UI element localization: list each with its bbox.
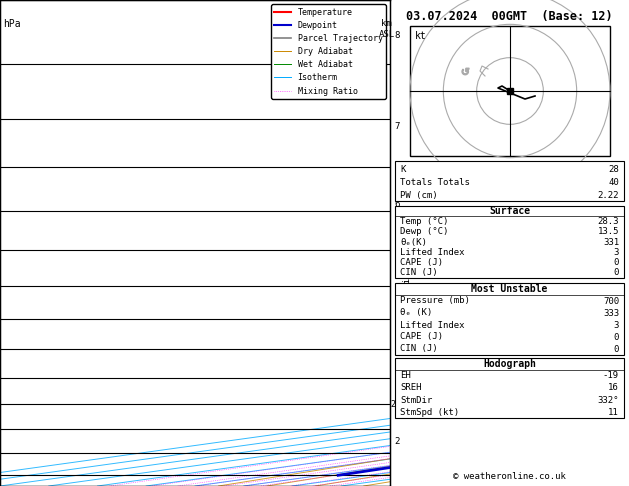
Text: 2.22: 2.22	[598, 191, 619, 200]
Text: 3: 3	[614, 320, 619, 330]
Text: 8: 8	[394, 31, 399, 40]
Bar	[395, 358, 624, 418]
Text: kt: kt	[415, 31, 426, 41]
Bar	[410, 26, 610, 156]
Text: StmDir: StmDir	[400, 396, 432, 404]
Text: © weatheronline.co.uk: © weatheronline.co.uk	[452, 472, 565, 481]
Text: 28.3: 28.3	[598, 217, 619, 226]
Text: 333: 333	[603, 309, 619, 317]
Text: 0: 0	[614, 258, 619, 267]
Text: Totals Totals: Totals Totals	[400, 178, 470, 187]
Text: 03.07.2024  00GMT  (Base: 12): 03.07.2024 00GMT (Base: 12)	[406, 10, 612, 23]
Text: 0: 0	[614, 332, 619, 342]
Bar	[395, 283, 624, 355]
Text: CIN (J): CIN (J)	[400, 345, 438, 353]
Text: Pressure (mb): Pressure (mb)	[400, 296, 470, 306]
Text: Hodograph: Hodograph	[483, 359, 536, 369]
Bar	[395, 161, 624, 201]
Bar	[395, 206, 624, 278]
Text: Surface: Surface	[489, 206, 530, 216]
Text: Lifted Index: Lifted Index	[400, 248, 464, 257]
Text: Mixing Ratio (g/kg): Mixing Ratio (g/kg)	[403, 235, 412, 337]
Text: 2↑CL: 2↑CL	[390, 400, 410, 409]
Text: 332°: 332°	[598, 396, 619, 404]
Text: θₑ (K): θₑ (K)	[400, 309, 432, 317]
Text: 3: 3	[614, 248, 619, 257]
Text: 16: 16	[608, 383, 619, 393]
Text: K: K	[400, 164, 405, 174]
Text: km
ASL: km ASL	[379, 19, 395, 39]
Legend: Temperature, Dewpoint, Parcel Trajectory, Dry Adiabat, Wet Adiabat, Isotherm, Mi: Temperature, Dewpoint, Parcel Trajectory…	[271, 4, 386, 99]
Text: Most Unstable: Most Unstable	[471, 284, 548, 294]
Text: Dewp (°C): Dewp (°C)	[400, 227, 448, 236]
Text: 331: 331	[603, 238, 619, 246]
Text: Temp (°C): Temp (°C)	[400, 217, 448, 226]
Text: 0: 0	[614, 268, 619, 278]
Text: hPa: hPa	[3, 19, 21, 30]
Text: CIN (J): CIN (J)	[400, 268, 438, 278]
Text: 11: 11	[608, 407, 619, 417]
Text: 5: 5	[394, 270, 399, 279]
Text: SREH: SREH	[400, 383, 421, 393]
Text: 2: 2	[394, 437, 399, 446]
Text: 7: 7	[394, 122, 399, 131]
Text: 13.5: 13.5	[598, 227, 619, 236]
Text: CAPE (J): CAPE (J)	[400, 332, 443, 342]
Text: 700: 700	[603, 296, 619, 306]
Text: 40: 40	[608, 178, 619, 187]
Text: 28: 28	[608, 164, 619, 174]
Text: 4: 4	[394, 332, 399, 341]
Text: EH: EH	[400, 371, 411, 381]
Text: 0: 0	[614, 345, 619, 353]
Text: Lifted Index: Lifted Index	[400, 320, 464, 330]
Text: CAPE (J): CAPE (J)	[400, 258, 443, 267]
Text: -19: -19	[603, 371, 619, 381]
Text: 6: 6	[394, 200, 399, 209]
Text: PW (cm): PW (cm)	[400, 191, 438, 200]
Text: 3: 3	[394, 387, 399, 396]
Text: StmSpd (kt): StmSpd (kt)	[400, 407, 459, 417]
Text: θₑ(K): θₑ(K)	[400, 238, 427, 246]
